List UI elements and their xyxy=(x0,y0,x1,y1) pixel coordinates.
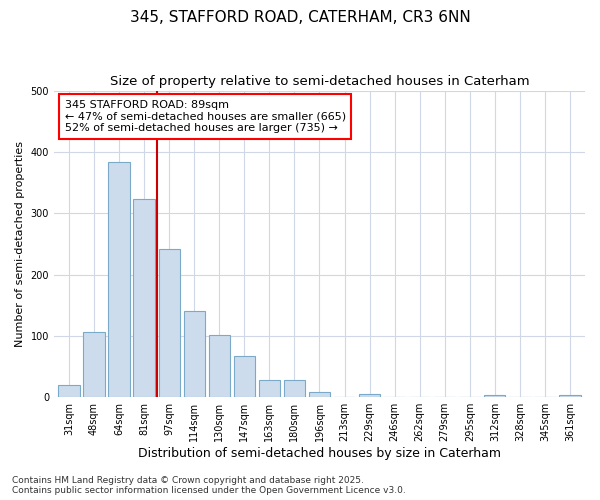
Y-axis label: Number of semi-detached properties: Number of semi-detached properties xyxy=(15,141,25,347)
Text: 345, STAFFORD ROAD, CATERHAM, CR3 6NN: 345, STAFFORD ROAD, CATERHAM, CR3 6NN xyxy=(130,10,470,25)
Bar xyxy=(259,380,280,397)
Bar xyxy=(233,356,255,397)
Bar xyxy=(284,380,305,397)
Text: 345 STAFFORD ROAD: 89sqm
← 47% of semi-detached houses are smaller (665)
52% of : 345 STAFFORD ROAD: 89sqm ← 47% of semi-d… xyxy=(65,100,346,133)
Bar xyxy=(484,396,505,397)
Text: Contains HM Land Registry data © Crown copyright and database right 2025.
Contai: Contains HM Land Registry data © Crown c… xyxy=(12,476,406,495)
Bar xyxy=(359,394,380,397)
Bar xyxy=(58,385,80,397)
Bar xyxy=(83,332,104,397)
X-axis label: Distribution of semi-detached houses by size in Caterham: Distribution of semi-detached houses by … xyxy=(138,447,501,460)
Title: Size of property relative to semi-detached houses in Caterham: Size of property relative to semi-detach… xyxy=(110,75,529,88)
Bar xyxy=(133,199,155,397)
Bar xyxy=(158,249,180,397)
Bar xyxy=(309,392,330,397)
Bar xyxy=(559,396,581,397)
Bar xyxy=(109,162,130,397)
Bar xyxy=(209,336,230,397)
Bar xyxy=(184,310,205,397)
